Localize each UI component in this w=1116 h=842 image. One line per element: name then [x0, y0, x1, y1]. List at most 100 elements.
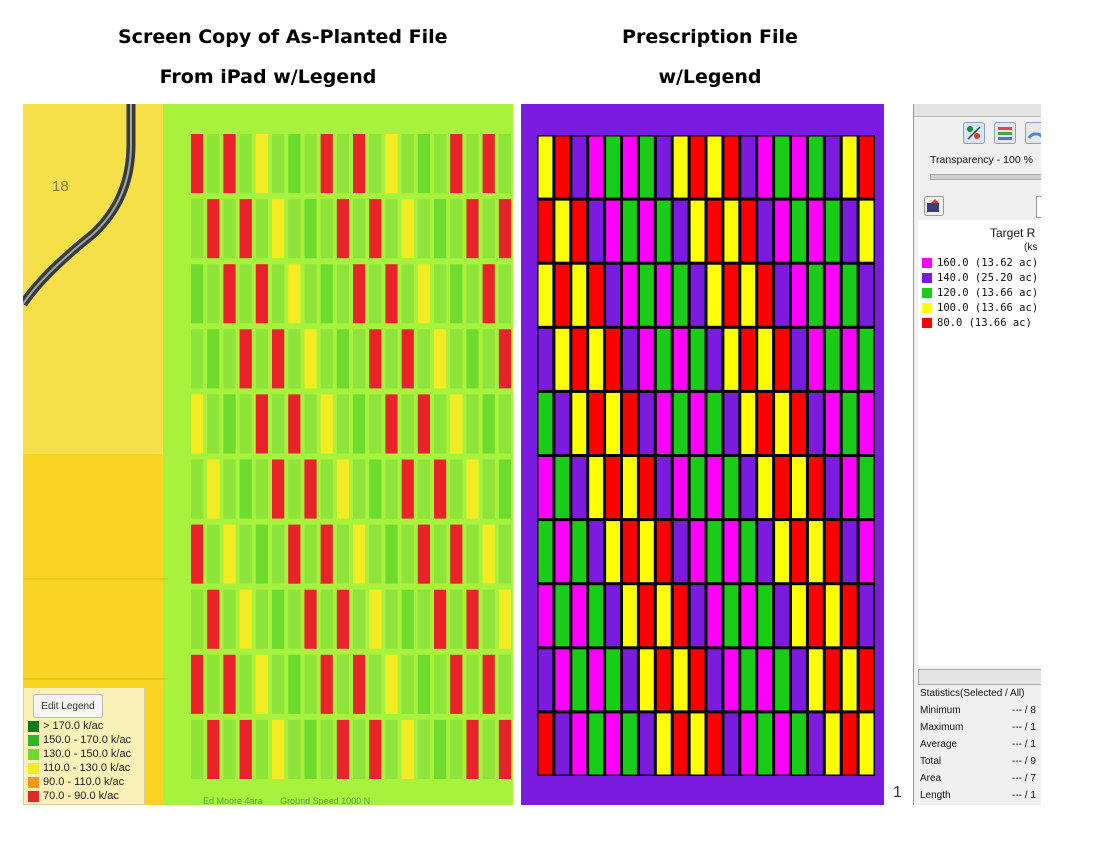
- panel-button-stub[interactable]: [1036, 196, 1041, 218]
- planted-strip: [498, 524, 511, 584]
- prescription-strip: [807, 584, 824, 648]
- page-mark: 1: [893, 784, 902, 801]
- planted-strip: [434, 394, 447, 454]
- prescription-strip: [605, 199, 621, 263]
- planted-strip: [255, 654, 268, 714]
- gis-layer-panel: Transparency - 100 % Target R (ks 160.0 …: [913, 104, 1041, 805]
- prescription-strip: [622, 135, 638, 199]
- prescription-strip: [774, 712, 791, 776]
- prescription-strip: [858, 391, 875, 455]
- layer-style-icon[interactable]: [994, 122, 1016, 144]
- planted-strip: [417, 459, 430, 519]
- planted-strip: [369, 524, 382, 584]
- planted-strip: [255, 329, 268, 389]
- legend-label: 70.0 - 90.0 k/ac: [43, 790, 119, 802]
- as-planted-map[interactable]: 18 Edit Legend > 170.0 k/ac 150.0 - 170.…: [23, 104, 513, 805]
- planted-strip: [466, 654, 479, 714]
- legend-row-2: 150.0 - 170.0 k/ac: [28, 733, 131, 747]
- planted-strip: [353, 134, 366, 194]
- prescription-strip: [554, 712, 571, 776]
- planted-strip: [207, 654, 220, 714]
- prescription-strip: [791, 327, 807, 391]
- as-planted-legend: Edit Legend > 170.0 k/ac 150.0 - 170.0 k…: [23, 687, 145, 805]
- planted-strip: [304, 524, 317, 584]
- prescription-strip: [841, 263, 858, 327]
- planted-strip: [482, 654, 495, 714]
- legend-swatch: [28, 762, 39, 774]
- transparency-slider[interactable]: [930, 174, 1041, 180]
- prescription-strip: [588, 327, 605, 391]
- prescription-strip: [605, 648, 621, 712]
- rate-swatch: [922, 273, 932, 283]
- prescription-strip: [706, 199, 723, 263]
- planted-strip: [498, 264, 511, 324]
- prescription-strip: [807, 391, 824, 455]
- prescription-strip: [672, 648, 689, 712]
- gauge-icon[interactable]: [1025, 122, 1041, 144]
- stat-row-maximum: Maximum --- / 1: [920, 722, 1036, 733]
- prescription-strip: [588, 456, 605, 520]
- planted-strip: [482, 134, 495, 194]
- prescription-strip: [689, 520, 706, 584]
- planted-strip: [401, 459, 414, 519]
- prescription-strip: [841, 648, 858, 712]
- planted-strip: [466, 134, 479, 194]
- planted-strip: [369, 589, 382, 649]
- prescription-strip: [807, 263, 824, 327]
- color-map-icon[interactable]: [963, 122, 985, 144]
- prescription-strip: [757, 199, 774, 263]
- edit-legend-button[interactable]: Edit Legend: [33, 694, 103, 718]
- planted-strip: [417, 199, 430, 259]
- planted-strip: [434, 329, 447, 389]
- prescription-strip: [588, 199, 605, 263]
- prescription-strip: [706, 327, 723, 391]
- planted-strip: [369, 199, 382, 259]
- export-icon[interactable]: [924, 196, 944, 216]
- planted-strip: [466, 589, 479, 649]
- planted-strip: [417, 524, 430, 584]
- prescription-strip: [554, 584, 571, 648]
- prescription-strip: [723, 456, 740, 520]
- planted-strip: [207, 134, 220, 194]
- prescription-strip: [841, 712, 858, 776]
- map-footer-text: Ed Moore 4ara Ground Speed 1000 N: [203, 796, 370, 805]
- prescription-strip: [723, 520, 740, 584]
- prescription-strip: [791, 135, 807, 199]
- planted-strip: [369, 394, 382, 454]
- stat-value: --- / 8: [1012, 705, 1036, 716]
- panel-scrollbar[interactable]: [918, 669, 1041, 685]
- planted-strip: [401, 524, 414, 584]
- prescription-strip: [638, 263, 655, 327]
- planted-strip: [223, 134, 236, 194]
- prescription-strip: [757, 584, 774, 648]
- prescription-strip: [638, 584, 655, 648]
- prescription-strip: [622, 520, 638, 584]
- prescription-strip: [706, 263, 723, 327]
- rate-label: 120.0 (13.66 ac): [937, 287, 1039, 299]
- rate-row-160: 160.0 (13.62 ac): [922, 256, 1038, 270]
- planted-strip: [401, 329, 414, 389]
- prescription-strip: [672, 584, 689, 648]
- planted-strip: [417, 589, 430, 649]
- planted-strip: [353, 199, 366, 259]
- prescription-strip: [605, 263, 621, 327]
- prescription-map[interactable]: [521, 104, 884, 805]
- planted-strip: [353, 654, 366, 714]
- stat-value: --- / 1: [1012, 722, 1036, 733]
- prescription-strip: [791, 263, 807, 327]
- planted-strip: [482, 719, 495, 779]
- stat-label: Length: [920, 790, 951, 801]
- prescription-strip: [841, 520, 858, 584]
- prescription-strip: [723, 135, 740, 199]
- planted-strip: [369, 719, 382, 779]
- planted-strip: [417, 329, 430, 389]
- prescription-strip: [638, 199, 655, 263]
- legend-label: > 170.0 k/ac: [43, 720, 104, 732]
- planted-strip: [466, 524, 479, 584]
- prescription-strip: [537, 263, 554, 327]
- prescription-strip: [537, 135, 554, 199]
- prescription-strip: [706, 712, 723, 776]
- stat-label: Average: [920, 739, 958, 750]
- prescription-strip: [824, 520, 841, 584]
- planted-strip: [466, 459, 479, 519]
